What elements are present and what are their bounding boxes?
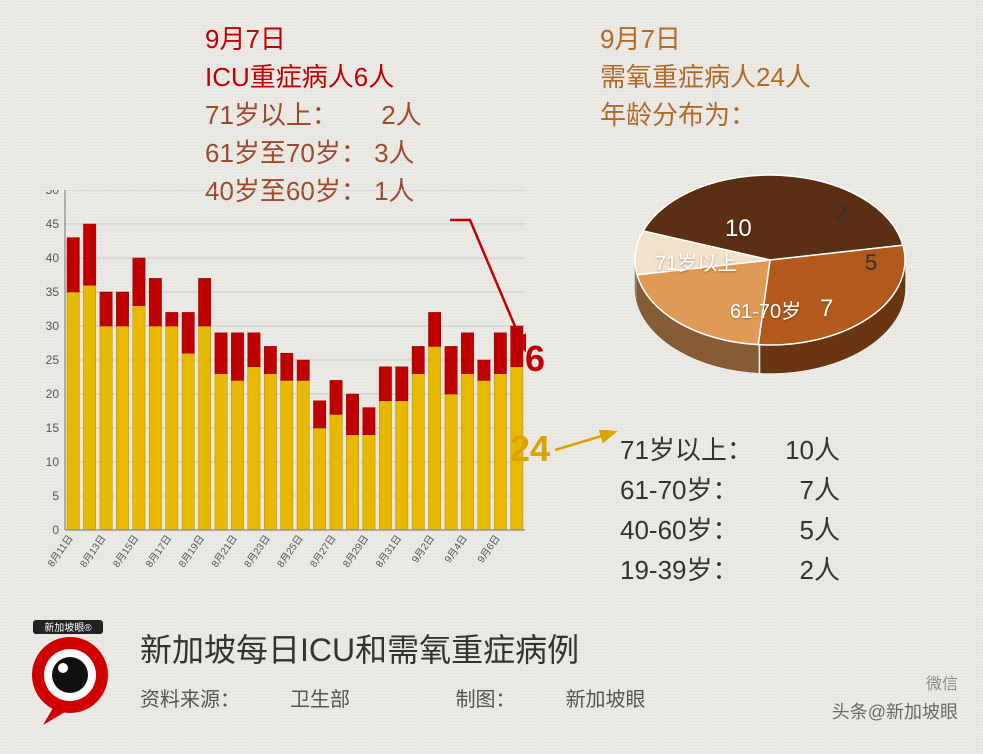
svg-text:35: 35 — [46, 285, 60, 299]
svg-text:45: 45 — [46, 217, 60, 231]
footer: 新加坡每日ICU和需氧重症病例 资料来源：卫生部 制图：新加坡眼 — [140, 625, 746, 712]
svg-text:25: 25 — [46, 353, 60, 367]
pie-chart: 10 71岁以上 61-70岁 7 5 2 — [610, 155, 950, 385]
logo-icon: 新加坡眼® — [25, 620, 120, 730]
footer-title: 新加坡每日ICU和需氧重症病例 — [140, 625, 746, 671]
watermark-wechat: 微信 — [926, 670, 958, 694]
svg-text:8月13日: 8月13日 — [78, 533, 109, 570]
svg-text:8月11日: 8月11日 — [45, 533, 75, 569]
pie-row-2: 40-60岁：5人 — [620, 510, 840, 550]
pie-row-1: 61-70岁：7人 — [620, 470, 840, 510]
svg-text:30: 30 — [46, 319, 60, 333]
pie-val-2: 5 — [865, 250, 877, 276]
svg-text:8月17日: 8月17日 — [143, 533, 174, 570]
pie-val-1: 7 — [820, 295, 833, 323]
svg-text:8月27日: 8月27日 — [308, 533, 339, 570]
pie-breakdown: 71岁以上：10人 61-70岁：7人 40-60岁：5人 19-39岁：2人 — [620, 430, 840, 590]
pie-val-0: 10 — [725, 215, 752, 243]
svg-text:40: 40 — [46, 251, 60, 265]
label-6: 6 — [525, 338, 545, 380]
watermark-toutiao: 头条@新加坡眼 — [832, 698, 958, 724]
icu-row-1: 61岁至70岁： 3人 — [205, 134, 422, 172]
svg-text:8月31日: 8月31日 — [373, 533, 404, 570]
pie-row-0: 71岁以上：10人 — [620, 430, 840, 470]
svg-text:8月21日: 8月21日 — [209, 533, 240, 570]
svg-text:15: 15 — [46, 421, 60, 435]
svg-text:8月15日: 8月15日 — [111, 533, 142, 570]
svg-text:0: 0 — [52, 523, 59, 537]
pie-lbl-1: 61-70岁 — [730, 295, 801, 324]
footer-meta: 资料来源：卫生部 制图：新加坡眼 — [140, 683, 746, 712]
svg-text:5: 5 — [52, 489, 59, 503]
oxygen-callout: 9月7日 需氧重症病人24人 年龄分布为： — [600, 20, 811, 134]
icu-date: 9月7日 — [205, 20, 422, 58]
oxy-sub: 年龄分布为： — [600, 96, 811, 134]
pie-val-3: 2 — [835, 200, 847, 226]
svg-text:10: 10 — [46, 455, 60, 469]
icu-callout: 9月7日 ICU重症病人6人 71岁以上： 2人 61岁至70岁： 3人 40岁… — [205, 20, 422, 210]
svg-text:50: 50 — [46, 190, 60, 197]
icu-title: ICU重症病人6人 — [205, 58, 422, 96]
svg-text:9月2日: 9月2日 — [409, 533, 437, 565]
oxy-title: 需氧重症病人24人 — [600, 58, 811, 96]
icu-row-0: 71岁以上： 2人 — [205, 96, 422, 134]
svg-text:新加坡眼®: 新加坡眼® — [44, 621, 92, 634]
svg-text:9月6日: 9月6日 — [475, 533, 503, 565]
svg-text:8月29日: 8月29日 — [341, 533, 372, 570]
pie-row-3: 19-39岁：2人 — [620, 550, 840, 590]
svg-text:8月25日: 8月25日 — [275, 533, 306, 570]
svg-text:9月4日: 9月4日 — [442, 533, 470, 565]
svg-text:20: 20 — [46, 387, 60, 401]
svg-text:8月19日: 8月19日 — [176, 533, 207, 570]
label-24: 24 — [510, 428, 550, 470]
oxy-date: 9月7日 — [600, 20, 811, 58]
svg-text:8月23日: 8月23日 — [242, 533, 273, 570]
pie-lbl-0: 71岁以上 — [655, 247, 737, 276]
